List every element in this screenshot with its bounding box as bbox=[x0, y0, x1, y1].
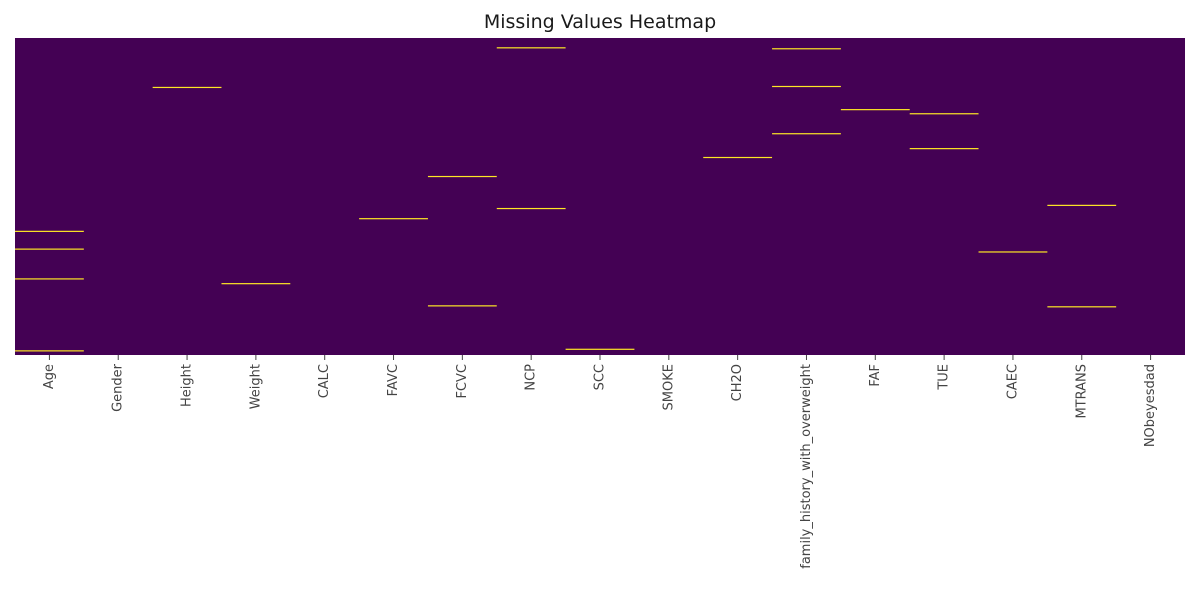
missing-value-mark bbox=[840, 109, 910, 111]
x-tick-label: Height bbox=[180, 364, 195, 407]
missing-value-mark bbox=[703, 156, 773, 159]
x-tick-label: Weight bbox=[248, 364, 263, 409]
x-tick-label: NObeyesdad bbox=[1143, 364, 1158, 447]
missing-value-mark bbox=[15, 278, 84, 280]
x-tick-label: MTRANS bbox=[1074, 364, 1089, 419]
x-tick-label: CAEC bbox=[1005, 364, 1020, 399]
missing-value-mark bbox=[427, 305, 497, 307]
missing-value-mark bbox=[496, 47, 566, 49]
x-tick-label: SMOKE bbox=[661, 364, 676, 410]
x-tick-label: FCVC bbox=[455, 364, 470, 399]
missing-value-mark bbox=[772, 48, 841, 50]
missing-value-mark bbox=[152, 86, 222, 89]
x-tick-label: family_history_with_overweight bbox=[799, 364, 814, 569]
missing-value-mark bbox=[909, 148, 979, 150]
x-tick-label: FAF bbox=[868, 364, 883, 387]
missing-value-mark bbox=[1047, 306, 1117, 308]
x-tick-label: FAVC bbox=[386, 364, 401, 396]
missing-value-mark bbox=[427, 175, 497, 178]
missing-value-mark bbox=[772, 85, 841, 88]
missing-value-mark bbox=[496, 207, 566, 210]
heatmap-background bbox=[15, 38, 1185, 355]
x-tick-label: Gender bbox=[111, 363, 126, 412]
missing-value-mark bbox=[909, 113, 979, 115]
chart-title: Missing Values Heatmap bbox=[483, 11, 717, 33]
missing-value-mark bbox=[978, 251, 1048, 253]
missing-value-mark bbox=[221, 283, 291, 285]
missing-value-mark bbox=[1047, 204, 1117, 206]
x-tick-label: TUE bbox=[937, 364, 952, 391]
missing-value-mark bbox=[15, 350, 84, 352]
x-tick-label: Age bbox=[42, 364, 57, 389]
x-tick-label: NCP bbox=[524, 364, 539, 391]
missing-value-mark bbox=[15, 248, 84, 250]
x-tick-label: CALC bbox=[317, 364, 332, 398]
x-tick-label: SCC bbox=[593, 364, 608, 390]
missing-value-mark bbox=[772, 133, 841, 135]
missing-value-mark bbox=[15, 230, 84, 232]
missing-value-mark bbox=[565, 348, 635, 350]
missing-value-mark bbox=[359, 218, 428, 220]
x-tick-label: CH2O bbox=[730, 364, 745, 401]
